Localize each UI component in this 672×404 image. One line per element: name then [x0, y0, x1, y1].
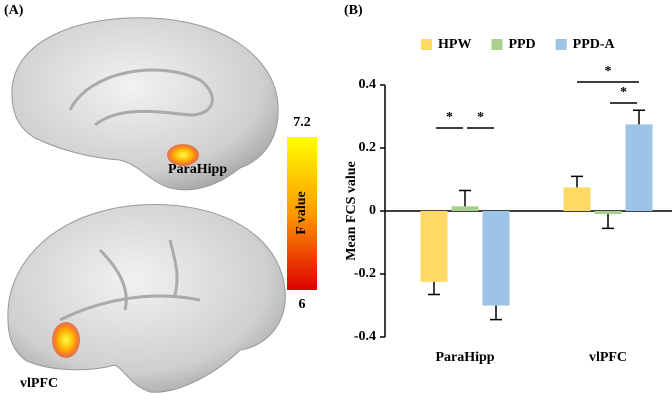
- error-bar: [490, 305, 502, 321]
- bar: [420, 211, 448, 282]
- significance-mark: *: [446, 110, 453, 125]
- x-tick-label: vlPFC: [589, 350, 627, 365]
- panel-label: (A): [4, 3, 24, 18]
- y-axis-label: Mean FCS value: [344, 161, 359, 261]
- y-tick-label: 0.2: [359, 140, 377, 155]
- bar: [451, 206, 479, 211]
- y-tick-label: -0.2: [354, 266, 376, 281]
- y-tick-label: 0.4: [359, 77, 377, 92]
- error-bar: [428, 281, 440, 296]
- legend-swatch: [491, 39, 503, 50]
- colorbar: [287, 137, 317, 290]
- bar: [563, 187, 591, 211]
- bar: [625, 124, 653, 211]
- panel-label: (B): [344, 3, 363, 18]
- activation: [167, 144, 199, 166]
- legend-label: PPD-A: [573, 37, 616, 52]
- activation: [52, 322, 80, 358]
- bar: [482, 211, 510, 306]
- legend-swatch: [555, 39, 567, 50]
- colorbar-label: F value: [294, 191, 309, 234]
- significance-mark: *: [477, 110, 484, 125]
- x-tick-label: ParaHipp: [435, 350, 494, 365]
- brain-lateral: [7, 204, 286, 393]
- legend-label: HPW: [438, 37, 471, 52]
- brain-fold: [68, 68, 214, 127]
- region-label: ParaHipp: [168, 162, 227, 177]
- error-bar: [571, 175, 583, 188]
- error-bar: [602, 214, 614, 230]
- region-label: vlPFC: [20, 376, 58, 391]
- error-bar: [459, 189, 471, 207]
- bar: [594, 211, 622, 215]
- legend-swatch: [421, 39, 432, 50]
- significance-mark: *: [620, 85, 627, 100]
- y-tick-label: -0.4: [354, 329, 376, 344]
- legend-label: PPD: [508, 37, 535, 52]
- significance-mark: *: [605, 64, 612, 79]
- colorbar-max: 7.2: [293, 115, 311, 130]
- error-bar: [633, 109, 645, 125]
- brain-medial: [11, 17, 279, 191]
- y-tick-label: 0: [369, 203, 376, 218]
- brain-fold: [59, 239, 201, 322]
- colorbar-min: 6: [299, 297, 306, 312]
